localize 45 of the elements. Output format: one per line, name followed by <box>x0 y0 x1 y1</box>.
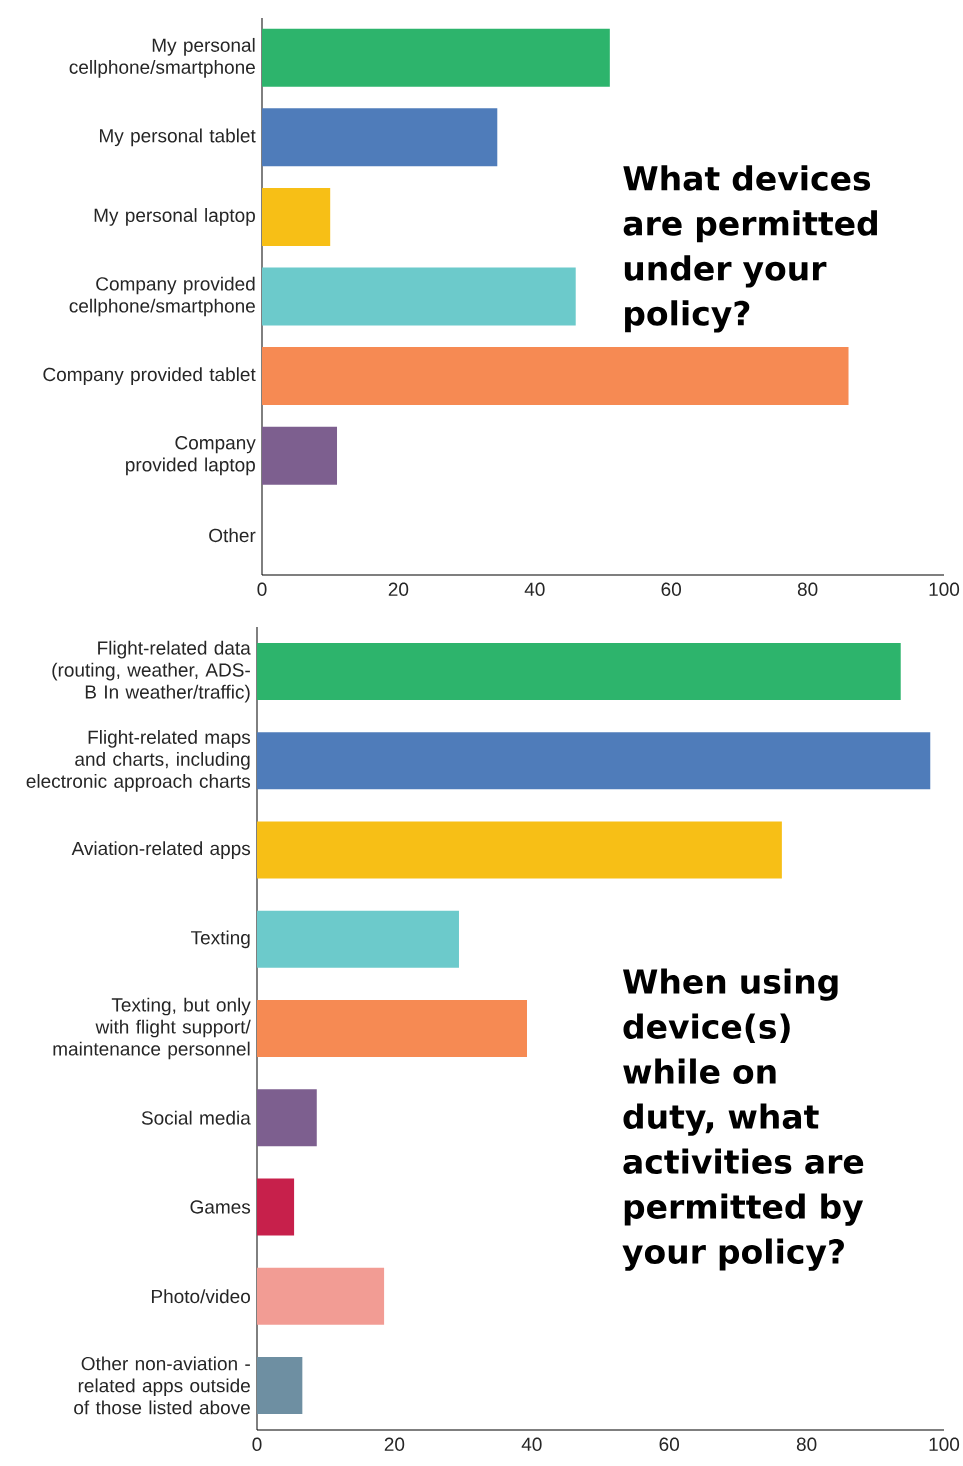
x-tick-label: 20 <box>384 1437 405 1451</box>
bar <box>256 1356 303 1414</box>
bar <box>256 1178 295 1236</box>
x-tick-label: 60 <box>661 582 681 596</box>
x-tick-label: 40 <box>521 1437 542 1451</box>
bar <box>261 347 849 406</box>
y-tick-label: Texting, but only with flight support/ maintenance personnel <box>53 997 251 1060</box>
bar <box>261 28 610 87</box>
x-tick-label: 40 <box>524 582 545 596</box>
bar <box>256 1089 317 1147</box>
bar <box>261 267 576 326</box>
y-tick-label: Company provided laptop <box>125 436 256 476</box>
bar <box>256 821 782 879</box>
y-tick-label: Flight-related data (routing, weather, ADS-B In weather/traffic) <box>52 640 251 703</box>
bar <box>256 643 901 701</box>
x-tick-label: 100 <box>929 582 960 596</box>
y-tick-label: Aviation-related apps <box>71 841 250 859</box>
y-tick-label: Social media <box>141 1110 251 1125</box>
bar <box>256 1267 385 1325</box>
text: When using device(s) while on duty, what activities are permitted by your policy? <box>622 968 864 1271</box>
text: What devices are permitted under your policy? <box>623 165 877 333</box>
y-tick-label: Company provided cellphone/smartphone <box>69 276 255 317</box>
y-tick-label: Company provided tablet <box>43 367 256 385</box>
x-tick-label: 0 <box>257 582 267 596</box>
x-tick-label: 80 <box>796 1437 817 1451</box>
y-tick-label: Other <box>209 528 256 543</box>
x-tick-label: 0 <box>252 1437 262 1451</box>
bar <box>256 1000 527 1058</box>
y-tick-label: My personal cellphone/smartphone <box>69 37 255 78</box>
x-tick-label: 60 <box>659 1437 679 1451</box>
x-tick-label: 100 <box>929 1437 960 1451</box>
bar <box>261 426 337 485</box>
y-tick-label: My personal laptop <box>94 208 255 226</box>
y-tick-label: Photo/video <box>151 1289 250 1304</box>
bar <box>256 910 459 968</box>
x-tick-label: 80 <box>797 582 818 596</box>
x-tick-label: 20 <box>388 582 409 596</box>
y-tick-label: Texting <box>190 930 250 949</box>
y-tick-label: My personal tablet <box>99 128 256 147</box>
bar <box>261 108 498 167</box>
y-tick-label: Games <box>190 1200 251 1214</box>
bar <box>256 732 931 790</box>
y-tick-label: Other non-aviation -related apps outside of those listed above <box>74 1356 250 1415</box>
bar <box>261 187 331 246</box>
y-tick-label: Flight-related maps and charts, including electronic approach charts <box>26 729 250 792</box>
